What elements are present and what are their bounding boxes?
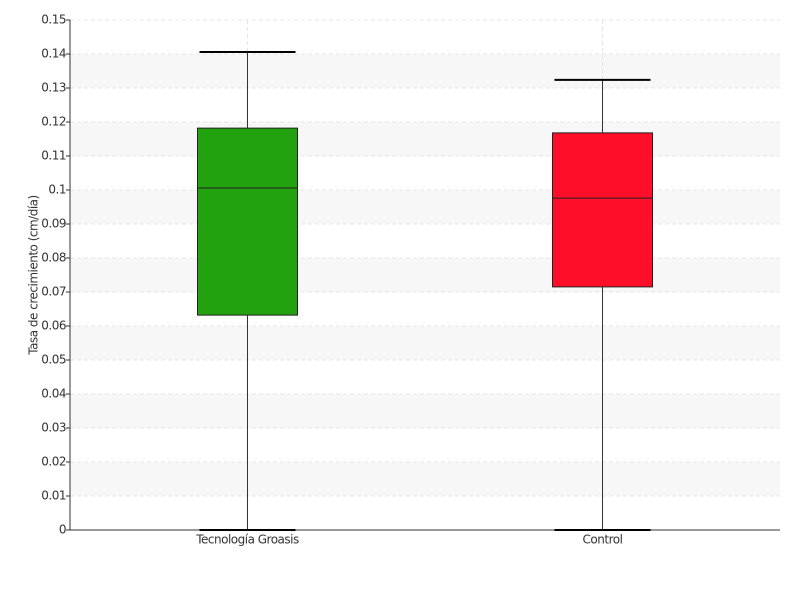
grid-band [70,258,780,292]
grid-band [70,394,780,428]
y-tick-label: 0.13 [41,81,66,95]
y-tick-label: 0.05 [41,353,66,367]
x-tick-label: Control [583,533,623,547]
box [552,132,653,288]
y-tick-label: 0.04 [41,387,66,401]
grid-band [70,326,780,360]
y-tick-label: 0.09 [41,217,66,231]
grid-band [70,122,780,156]
grid-band [70,54,780,88]
box [197,127,298,316]
y-tick-label: 0.01 [41,489,66,503]
y-tick-label: 0.1 [48,183,66,197]
y-tick-label: 0.02 [41,455,66,469]
x-tick-label: Tecnología Groasis [195,533,299,547]
y-tick-label: 0.06 [41,319,66,333]
y-tick-label: 0.07 [41,285,66,299]
y-tick-label: 0.08 [41,251,66,265]
y-tick-label: 0 [59,523,66,537]
y-tick-label: 0.03 [41,421,66,435]
y-tick-label: 0.14 [41,47,66,61]
y-tick-label: 0.15 [41,13,66,27]
grid-band [70,190,780,224]
y-tick-label: 0.12 [41,115,66,129]
y-axis-label: Tasa de crecimiento (cm/día) [27,195,41,355]
grid-band [70,462,780,496]
y-tick-label: 0.11 [41,149,66,163]
